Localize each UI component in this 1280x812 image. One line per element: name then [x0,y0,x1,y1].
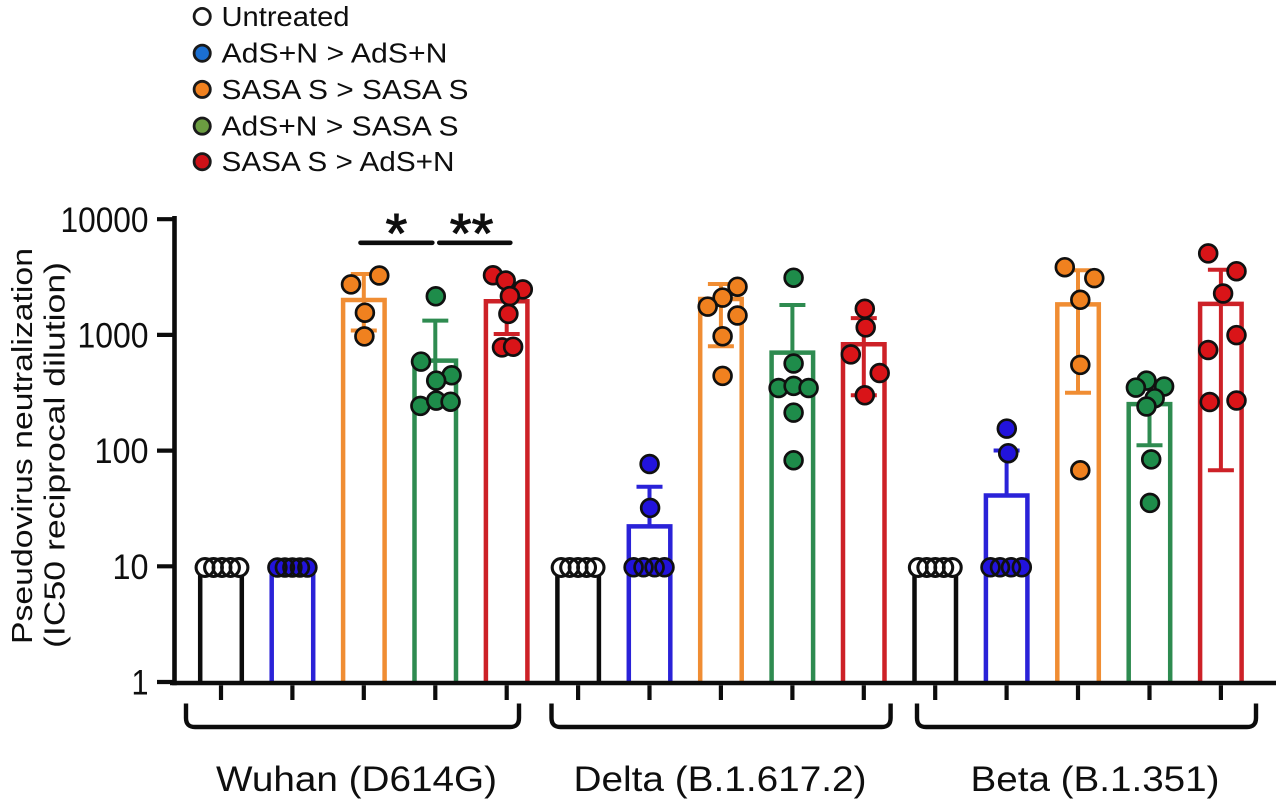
svg-text:**: ** [450,202,494,265]
svg-text:10: 10 [113,547,149,587]
svg-text:100: 100 [95,431,149,471]
svg-text:Pseudovirus neutralization: Pseudovirus neutralization [7,248,39,644]
svg-text:10000: 10000 [61,200,149,240]
svg-text:Untreated: Untreated [222,1,350,32]
svg-text:SASA S > AdS+N: SASA S > AdS+N [222,146,455,177]
svg-text:1000: 1000 [78,316,149,356]
svg-text:Wuhan (D614G): Wuhan (D614G) [216,760,497,799]
svg-text:Beta (B.1.351): Beta (B.1.351) [971,760,1220,799]
svg-text:*: * [386,202,408,265]
svg-text:1: 1 [132,663,149,703]
svg-text:(IC50 reciprocal dilution): (IC50 reciprocal dilution) [40,262,72,648]
svg-text:AdS+N > AdS+N: AdS+N > AdS+N [222,38,448,69]
svg-text:AdS+N > SASA S: AdS+N > SASA S [222,111,459,142]
svg-text:SASA S > SASA S: SASA S > SASA S [222,74,469,105]
svg-text:Delta (B.1.617.2): Delta (B.1.617.2) [574,760,867,799]
